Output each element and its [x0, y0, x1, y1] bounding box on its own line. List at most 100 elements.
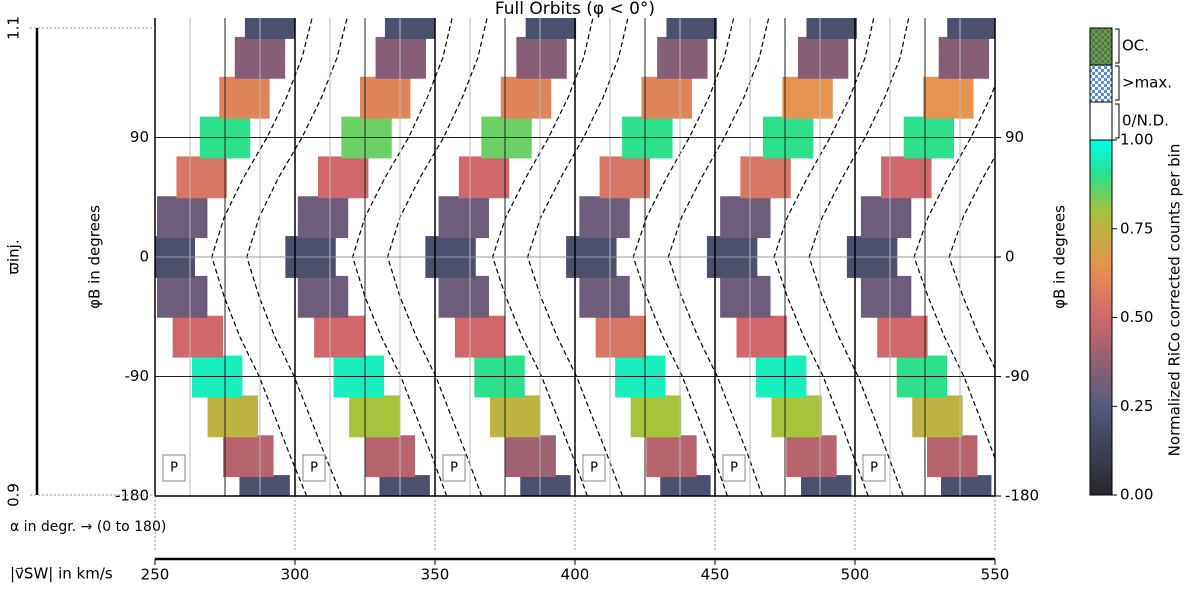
- annotation: P: [450, 461, 458, 476]
- heat-cell: [157, 196, 208, 239]
- heat-cell: [657, 36, 708, 79]
- heat-cell: [219, 76, 270, 119]
- y2-tick-label: -180: [1005, 487, 1039, 505]
- heat-cell: [736, 315, 787, 358]
- bracket: [1115, 65, 1120, 101]
- colorbar-label: Normalized RiCo corrected counts per bin: [1166, 144, 1184, 457]
- left-tick-label: 0.9: [5, 483, 23, 507]
- heat-cell: [505, 435, 556, 478]
- colorbar-max: [1089, 64, 1113, 103]
- left-tick-label: 1.1: [5, 16, 23, 40]
- y-axis-label: φB in degrees: [86, 205, 104, 309]
- heat-cell: [318, 156, 369, 199]
- heat-cell: [941, 475, 992, 496]
- bracket: [1115, 28, 1120, 64]
- heat-cell: [297, 275, 349, 318]
- panel: [846, 18, 995, 496]
- heat-cell: [579, 275, 630, 318]
- heat-cell: [720, 196, 771, 239]
- x-axis-label: |v⃗SW| in km/s: [10, 565, 113, 583]
- heat-cell: [525, 18, 577, 39]
- heat-cell: [360, 76, 411, 119]
- heat-cell: [176, 156, 227, 199]
- heat-cell: [223, 435, 274, 478]
- y2-tick-label: 90: [1005, 128, 1024, 146]
- heat-cell: [384, 18, 436, 39]
- heat-cell: [771, 395, 822, 438]
- x-tick-label: 300: [281, 566, 310, 584]
- heat-cell: [797, 36, 849, 79]
- x-tick-label: 550: [981, 566, 1010, 584]
- heat-cell: [516, 36, 567, 79]
- heat-cell: [349, 395, 400, 438]
- heat-cell: [379, 475, 430, 496]
- annotation-box: [722, 454, 746, 482]
- y2-tick-label: 0: [1005, 248, 1015, 266]
- heat-cell: [438, 275, 489, 318]
- colorbar-tick-label: 0.75: [1120, 219, 1153, 237]
- heat-cell: [458, 156, 510, 199]
- heat-cell: [740, 156, 791, 199]
- heat-cell: [806, 18, 857, 39]
- heat-cell: [860, 196, 912, 239]
- left-axis-label: ϖinj.: [5, 239, 23, 274]
- heat-cell: [239, 475, 290, 496]
- annotation: P: [310, 461, 318, 476]
- heat-cell: [438, 196, 489, 239]
- colorbar-nd: [1089, 101, 1113, 141]
- colorbar-tick-label: 0.00: [1120, 486, 1153, 504]
- heat-cell: [454, 315, 506, 358]
- colorbar-extra-label: >max.: [1122, 74, 1172, 92]
- x-tick-label: 450: [701, 566, 730, 584]
- x-tick-label: 250: [141, 566, 170, 584]
- x-tick-label: 400: [561, 566, 590, 584]
- colorbar: [1089, 139, 1113, 496]
- bracket: [1115, 103, 1120, 139]
- heat-cell: [172, 315, 223, 358]
- heat-cell: [375, 36, 426, 79]
- annotation-box: [162, 454, 186, 482]
- colorbar-extra-label: OC.: [1122, 37, 1149, 55]
- colorbar-oc: [1089, 27, 1113, 66]
- heat-cell: [881, 156, 932, 199]
- heat-cell: [297, 196, 349, 239]
- heatmap: [155, 18, 995, 496]
- heat-cell: [579, 196, 630, 239]
- annotation-box: [302, 454, 326, 482]
- heat-cell: [923, 76, 974, 119]
- heat-cell: [860, 275, 912, 318]
- heat-cell: [489, 395, 541, 438]
- x-tick-label: 500: [841, 566, 870, 584]
- annotation-box: [862, 454, 886, 482]
- heat-cell: [947, 18, 995, 39]
- alpha-label: α in degr. → (0 to 180): [10, 519, 166, 535]
- colorbar-extra-label: 0/N.D.: [1122, 112, 1169, 130]
- colorbar-tick-label: 0.50: [1120, 308, 1153, 326]
- annotation: P: [870, 461, 878, 476]
- annotation: P: [170, 461, 178, 476]
- heat-cell: [666, 18, 717, 39]
- heat-cell: [244, 18, 296, 39]
- colorbar-tick-label: 0.25: [1120, 397, 1153, 415]
- y2-tick-label: -90: [1005, 367, 1030, 385]
- annotation-box: [442, 454, 466, 482]
- annotation: P: [730, 461, 738, 476]
- heat-cell: [720, 275, 771, 318]
- heat-cell: [314, 315, 365, 358]
- heat-cell: [927, 435, 978, 478]
- chart-title: Full Orbits (φ < 0°): [495, 0, 655, 19]
- annotation-box: [582, 454, 606, 482]
- heat-cell: [595, 315, 647, 358]
- annotation: P: [590, 461, 598, 476]
- heat-cell: [207, 395, 258, 438]
- heat-cell: [630, 395, 682, 438]
- heat-cell: [364, 435, 416, 478]
- panel: [155, 18, 348, 496]
- heat-cell: [877, 315, 928, 358]
- heat-cell: [938, 36, 990, 79]
- heat-cell: [520, 475, 571, 496]
- heat-cell: [786, 435, 837, 478]
- heat-cell: [157, 275, 208, 318]
